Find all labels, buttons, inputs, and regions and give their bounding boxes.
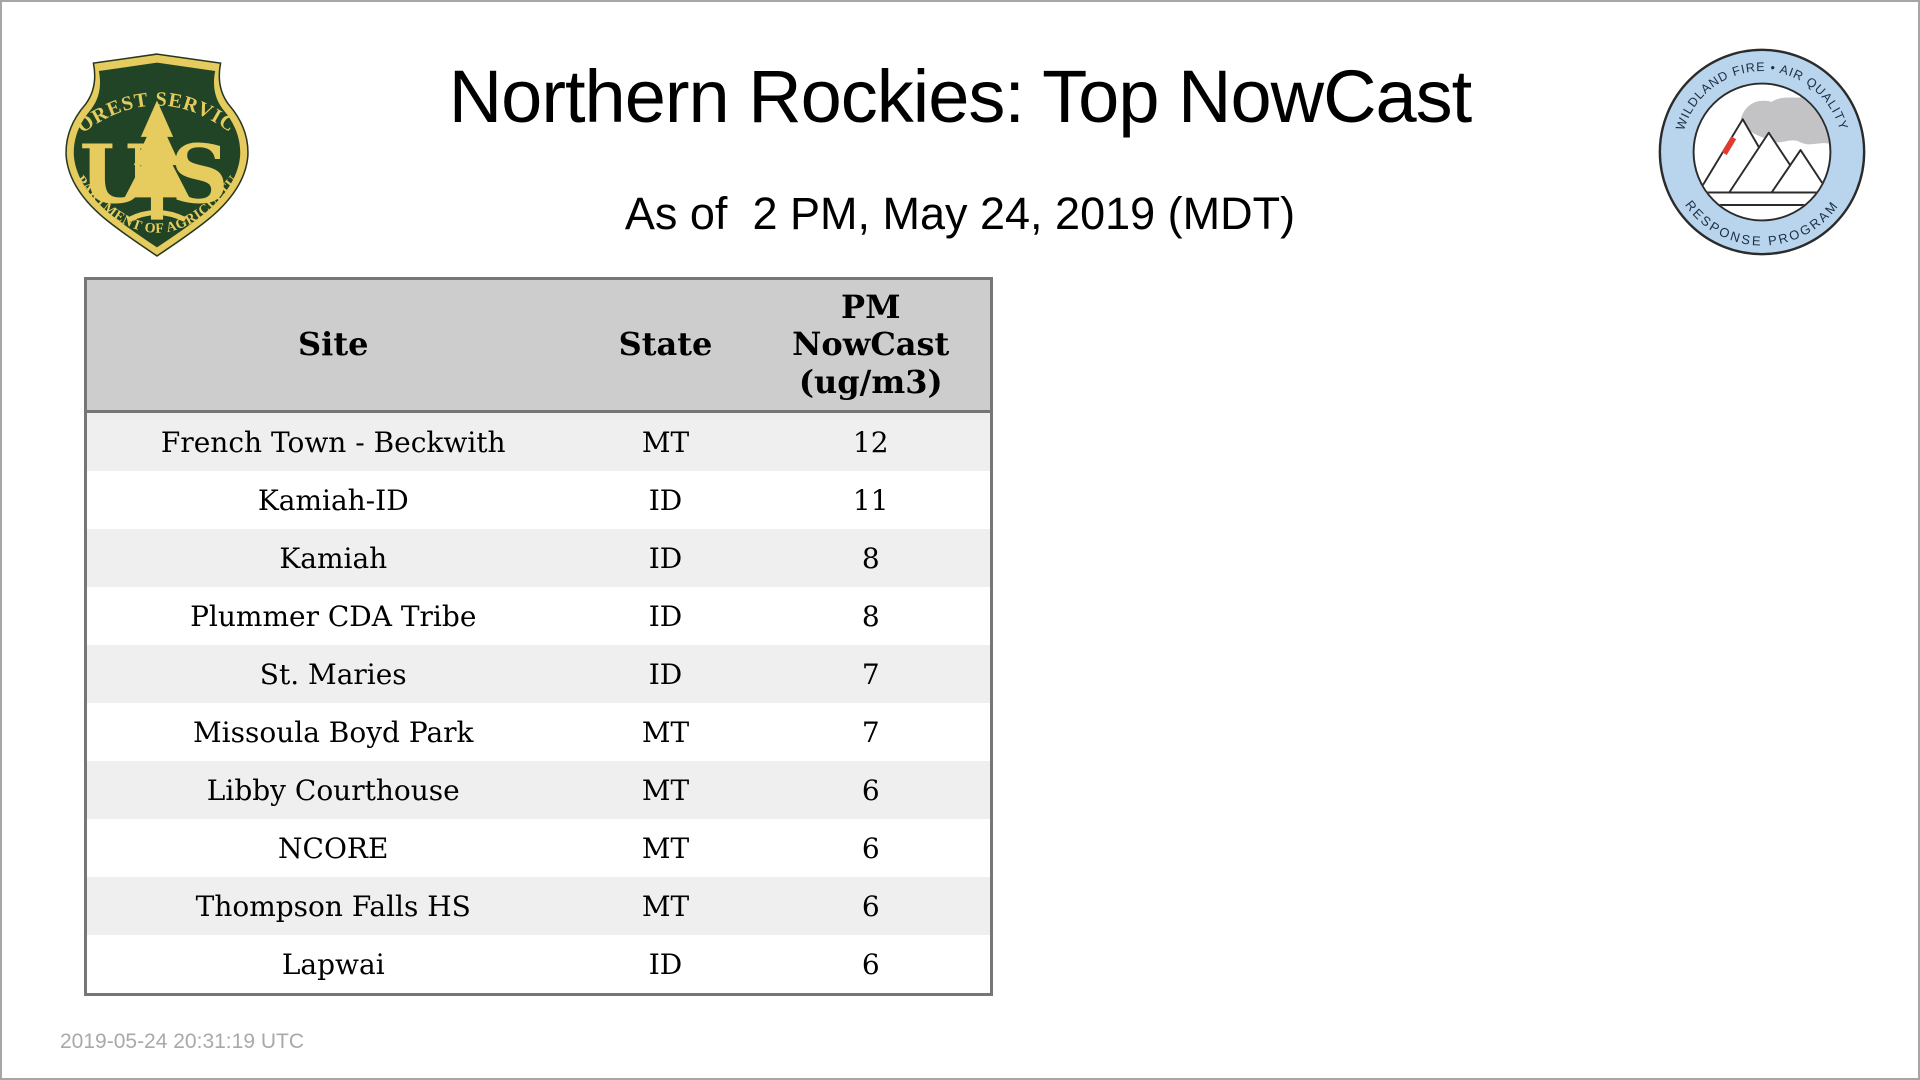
letter-s: S [170,127,228,222]
site-cell: Lapwai [85,935,580,995]
header-row: Site State PM NowCast (ug/m3) [85,278,992,413]
table-row: Kamiah ID 8 [85,529,992,587]
table-row: Plummer CDA Tribe ID 8 [85,587,992,645]
nowcast-table: Site State PM NowCast (ug/m3) French Tow… [84,277,993,996]
state-cell: ID [579,587,752,645]
site-cell: Kamiah-ID [85,471,580,529]
site-cell: Libby Courthouse [85,761,580,819]
table-row: Kamiah-ID ID 11 [85,471,992,529]
site-cell: Plummer CDA Tribe [85,587,580,645]
value-cell: 6 [751,819,992,877]
site-cell: NCORE [85,819,580,877]
fire-icon [1721,136,1737,156]
state-cell: ID [579,935,752,995]
table-row: NCORE MT 6 [85,819,992,877]
smoke-plume-icon [1740,93,1830,147]
table-header: Site State PM NowCast (ug/m3) [85,278,992,413]
value-cell: 11 [751,471,992,529]
state-cell: ID [579,645,752,703]
table-row: Libby Courthouse MT 6 [85,761,992,819]
table-row: St. Maries ID 7 [85,645,992,703]
site-cell: St. Maries [85,645,580,703]
value-cell: 8 [751,587,992,645]
page-subtitle: As of 2 PM, May 24, 2019 (MDT) [624,188,1296,239]
column-header-site: Site [85,278,580,413]
value-cell: 6 [751,877,992,935]
table-row: French Town - Beckwith MT 12 [85,411,992,471]
value-cell: 6 [751,935,992,995]
site-cell: Thompson Falls HS [85,877,580,935]
state-cell: ID [579,471,752,529]
state-cell: ID [579,529,752,587]
state-cell: MT [579,761,752,819]
site-cell: Kamiah [85,529,580,587]
state-cell: MT [579,819,752,877]
value-cell: 8 [751,529,992,587]
site-cell: Missoula Boyd Park [85,703,580,761]
generated-timestamp: 2019-05-24 20:31:19 UTC [60,1030,304,1053]
state-cell: MT [579,411,752,471]
table-row: Thompson Falls HS MT 6 [85,877,992,935]
forest-service-logo: FOREST SERVICE U S DEPARTMENT OF AGRICUL… [54,46,249,257]
page-title: Northern Rockies: Top NowCast [448,55,1473,138]
value-cell: 7 [751,703,992,761]
value-cell: 12 [751,411,992,471]
ground-lines [1694,191,1830,206]
wfaqrp-logo: WILDLAND FIRE • AIR QUALITY RESPONSE PRO… [1658,48,1866,256]
table-row: Lapwai ID 6 [85,935,992,995]
table-row: Missoula Boyd Park MT 7 [85,703,992,761]
column-header-state: State [579,278,752,413]
value-cell: 6 [751,761,992,819]
pine-tree-icon [124,100,190,222]
column-header-pm-nowcast: PM NowCast (ug/m3) [751,278,992,413]
value-cell: 7 [751,645,992,703]
site-cell: French Town - Beckwith [85,411,580,471]
state-cell: MT [579,703,752,761]
state-cell: MT [579,877,752,935]
table-body: French Town - Beckwith MT 12 Kamiah-ID ID 11 K… [85,411,992,995]
